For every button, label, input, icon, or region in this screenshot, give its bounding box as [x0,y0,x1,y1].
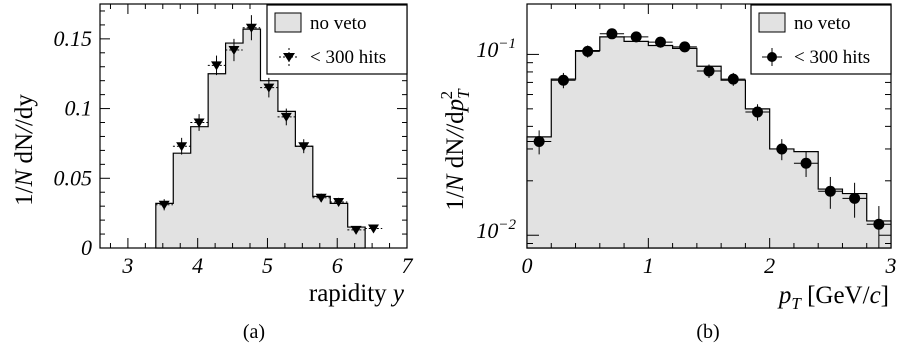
data-point-hits [172,137,191,155]
panel-b-legend-no-veto: no veto [794,13,850,34]
y-tick-label: 0.1 [65,96,93,121]
y-tick-label: 0 [81,235,92,260]
triangle-marker [298,142,310,152]
data-point-hits [190,114,208,131]
panel-b-ytick-label-0.01: 10−2 [476,217,516,243]
data-point-hits [696,64,722,79]
data-point-hits [242,15,261,41]
panel-a-legend: no veto < 300 hits [266,4,408,75]
y-tick-label: 0.15 [54,26,93,51]
data-point-hits [624,31,649,43]
data-point-hits [866,206,891,248]
data-point-hits [364,224,383,234]
x-tick-label: 3 [885,253,897,278]
panel-a-legend-marker-hits [279,48,299,66]
circle-marker [654,36,666,48]
panel-a-y-axis-label: 1/N dN//dy [11,94,38,206]
data-point-hits [312,193,330,203]
circle-marker [557,74,569,86]
triangle-marker [280,112,292,122]
data-point-hits [793,151,819,177]
data-point-hits [745,104,770,121]
data-point-hits [277,108,296,126]
data-point-hits [672,41,697,53]
data-point-hits [818,176,843,209]
triangle-marker [333,197,345,207]
triangle-marker [245,23,257,33]
triangle-marker [228,46,240,56]
circle-marker [533,135,545,147]
y-tick-label: 0.05 [54,165,93,190]
triangle-marker [350,225,362,235]
panel-b-points [527,28,891,248]
panel-b-y-axis-label: 1/N dN//dpT2 [437,88,473,211]
data-point-hits [260,77,278,98]
panel-a-legend-hits: < 300 hits [310,47,386,68]
data-point-hits [155,199,173,211]
circle-marker [727,73,739,85]
triangle-marker [176,142,188,152]
panel-b: 0 1 2 3 10−1 10−2 1/N dN//dpT2 pT [GeV/c] n… [437,3,897,343]
data-point-hits [295,139,313,154]
x-tick-label: 7 [402,253,414,278]
data-point-hits [842,182,867,218]
x-tick-label: 2 [764,253,775,278]
circle-marker [703,65,715,77]
triangle-marker [368,224,380,234]
triangle-marker [193,118,205,128]
data-point-hits [527,130,552,155]
circle-marker [630,31,642,43]
data-point-hits [225,38,243,62]
circle-marker [679,41,691,53]
x-tick-label: 0 [522,253,533,278]
x-tick-label: 4 [192,253,203,278]
triangle-marker [315,193,327,203]
circle-marker [582,45,594,57]
panel-a-points [155,15,383,235]
panel-b-legend-hits: < 300 hits [794,47,870,68]
panel-b-ytick-label-0.1: 10−1 [476,36,516,62]
circle-marker [800,157,812,169]
data-point-hits [551,72,576,89]
circle-marker [873,218,885,230]
panel-a-legend-swatch-no-veto [274,12,302,33]
data-point-hits [769,139,794,161]
x-tick-label: 6 [332,253,343,278]
x-tick-label: 1 [643,253,654,278]
panel-b-legend: no veto < 300 hits [750,4,892,75]
triangle-marker [263,83,275,93]
x-tick-label: 5 [262,253,273,278]
data-point-hits [575,45,600,58]
panel-b-caption: (b) [696,321,719,343]
panel-b-x-axis-label: pT [GeV/c] [777,282,889,313]
data-point-hits [329,197,348,207]
data-point-hits [648,36,673,48]
circle-marker [849,192,861,204]
data-point-hits [721,72,746,86]
data-point-hits [207,55,226,76]
circle-marker [776,143,788,155]
circle-marker [606,28,618,40]
circle-marker [752,106,764,118]
histogram-no-veto [155,28,366,249]
panel-a-histogram [155,28,366,249]
panel-a-caption: (a) [243,321,265,343]
triangle-marker [211,61,223,71]
data-point-hits [347,225,365,235]
circle-marker [824,185,836,197]
panel-b-legend-swatch-no-veto [758,12,786,33]
data-point-hits [599,28,625,40]
panel-a-legend-no-veto: no veto [310,13,366,34]
panel-a-x-axis-label: rapidity y [309,280,405,307]
triangle-marker [158,200,170,210]
x-tick-label: 3 [121,253,133,278]
panel-a: 3 4 5 6 700.050.10.15 1/N dN//dy rapidity y … [11,3,414,343]
panel-b-legend-marker-hits [762,48,782,66]
